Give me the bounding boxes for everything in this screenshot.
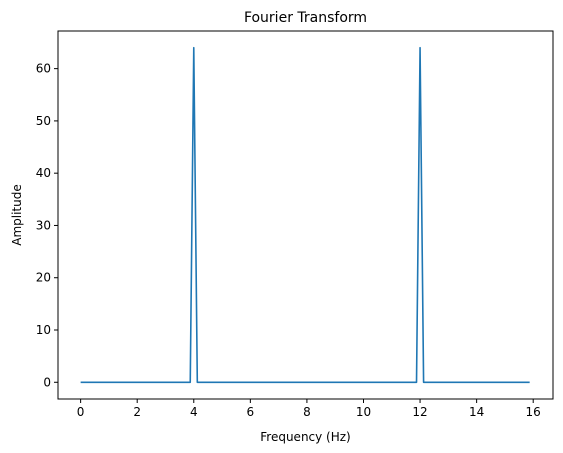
y-axis-ticks: 0 10 20 30 40 50 60 [36,62,58,389]
x-tick-label: 4 [190,405,198,419]
x-tick-label: 2 [133,405,141,419]
y-tick-label: 0 [43,375,51,389]
x-tick-label: 0 [77,405,85,419]
x-tick-label: 16 [526,405,541,419]
x-axis-ticks: 0 2 4 6 8 10 12 14 16 [77,399,541,419]
plot-frame [57,30,554,400]
y-tick-label: 10 [36,323,51,337]
y-tick-label: 40 [36,166,51,180]
y-tick-label: 30 [36,218,51,232]
x-axis-label: Frequency (Hz) [260,430,351,444]
y-tick-label: 20 [36,271,51,285]
x-tick-label: 6 [247,405,255,419]
x-tick-label: 12 [412,405,427,419]
y-axis-label: Amplitude [10,184,24,246]
x-tick-label: 8 [303,405,311,419]
y-tick-label: 60 [36,62,51,76]
x-tick-label: 14 [469,405,484,419]
x-tick-label: 10 [356,405,371,419]
series-line-0 [80,46,530,384]
y-tick-label: 50 [36,114,51,128]
plot-area [80,46,530,384]
chart-title: Fourier Transform [244,10,367,26]
